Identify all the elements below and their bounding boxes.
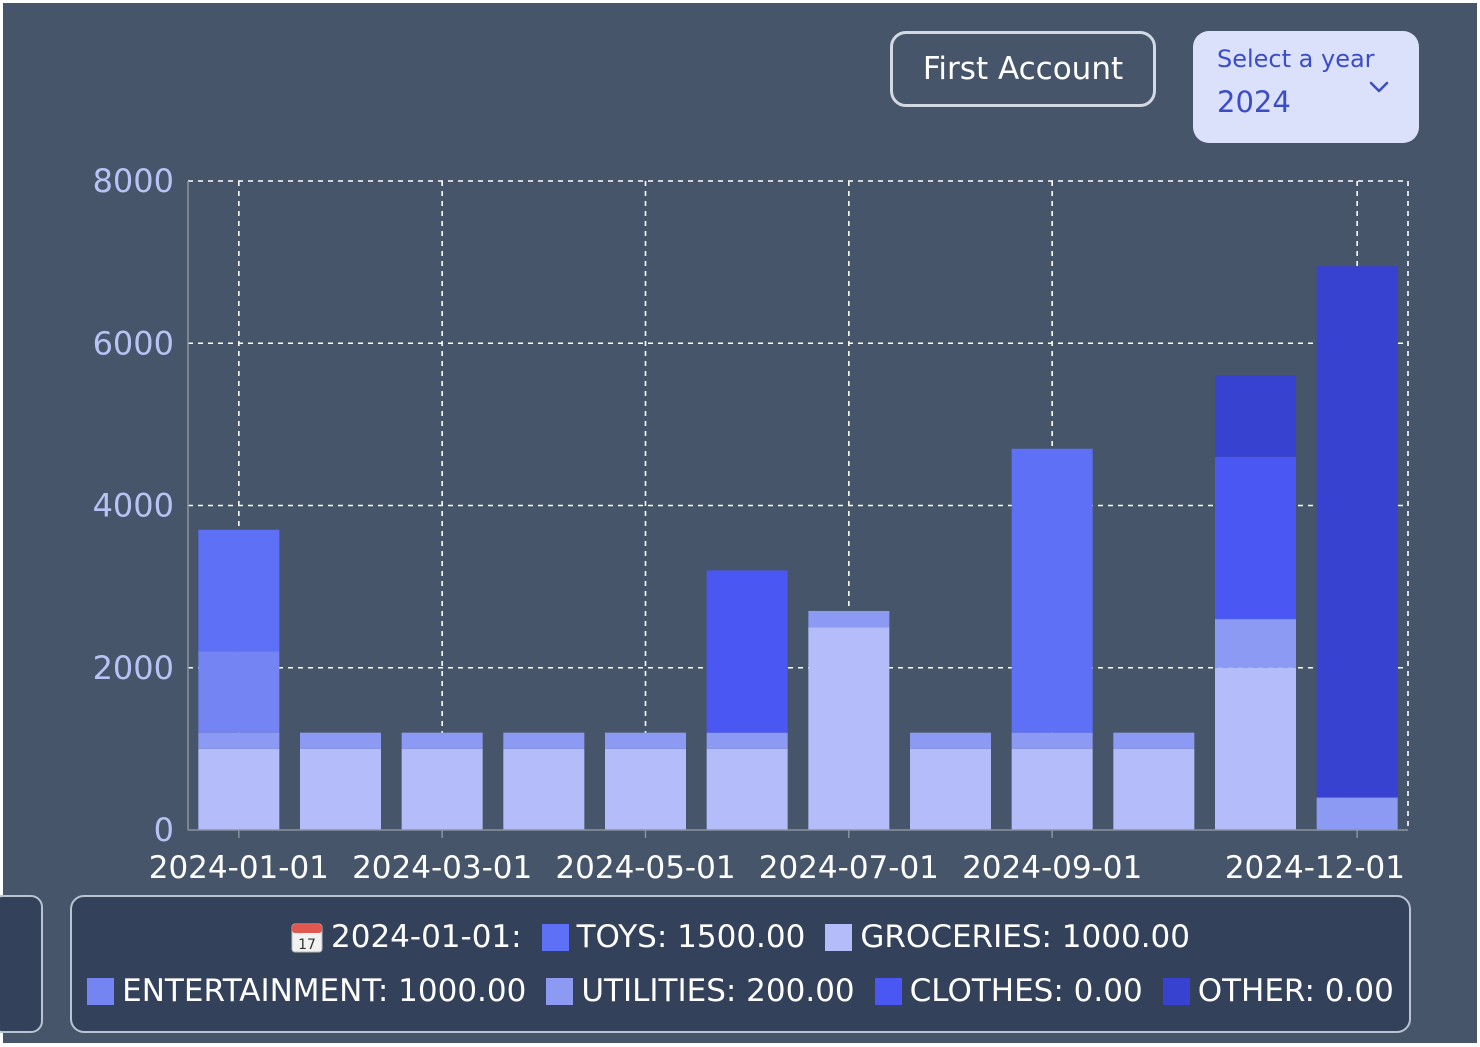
x-tick-label: 2024-03-01 [352,850,532,886]
y-tick-label: 4000 [93,487,174,525]
tooltip-item-toys: TOYS: 1500.00 [541,919,806,955]
dashboard-panel: 0 2000 4000 6000 8000 2024-01-01 2024-03-01 202… [0,3,1477,1043]
bar-clothes-2024-11-01 [1215,456,1296,620]
bar-groceries-2024-10-01 [1113,748,1195,830]
bar-groceries-2024-03-01 [401,748,483,830]
tooltip-date-label: 2024-01-01: [331,919,522,955]
bar-utilities-2024-09-01 [1011,732,1093,749]
x-tick-label: 2024-12-01 [1225,850,1405,886]
tooltip-item-other: OTHER: 0.00 [1162,973,1394,1009]
bar-utilities-2024-02-01 [300,732,381,749]
tooltip-row-2: ENTERTAINMENT: 1000.00 UTILITIES: 200.00… [72,973,1409,1009]
swatch-clothes [874,977,902,1005]
swatch-other [1162,977,1190,1005]
bar-utilities-2024-10-01 [1113,732,1195,749]
tooltip-item-label: OTHER: 0.00 [1197,973,1394,1009]
bar-other-2024-11-01 [1215,375,1296,457]
bar-groceries-2024-02-01 [300,748,381,830]
stacked-bar-chart: 0 2000 4000 6000 8000 2024-01-01 2024-03-01 202… [93,162,1409,886]
bar-clothes-2024-06-01 [706,570,788,733]
bar-utilities-2024-05-01 [605,732,686,749]
y-tick-label: 6000 [93,324,174,362]
tooltip-item-label: TOYS: 1500.00 [576,919,806,955]
bar-toys-2024-01-01 [198,529,280,652]
x-tick-label: 2024-01-01 [149,850,329,886]
bar-utilities-2024-08-01 [910,732,991,749]
bar-groceries-2024-01-01 [198,748,280,830]
x-tick-label: 2024-09-01 [962,850,1142,886]
tooltip-item-utilities: UTILITIES: 200.00 [546,973,855,1009]
bar-toys-2024-09-01 [1011,448,1093,733]
bar-entertainment-2024-01-01 [198,651,280,733]
bar-groceries-2024-07-01 [808,627,890,830]
bar-utilities-2024-07-01 [808,610,890,628]
bar-groceries-2024-08-01 [910,748,991,830]
chart-tooltip: 17 2024-01-01: TOYS: 1500.00 GROCERIES: … [70,895,1411,1033]
tooltip-item-groceries: GROCERIES: 1000.00 [825,919,1190,955]
tooltip-date: 17 2024-01-01: [291,919,522,955]
bar-groceries-2024-04-01 [503,748,585,830]
year-select-value: 2024 [1217,85,1291,119]
swatch-utilities [546,977,574,1005]
svg-text:17: 17 [298,937,316,953]
tooltip-item-label: CLOTHES: 0.00 [909,973,1143,1009]
tooltip-item-label: UTILITIES: 200.00 [581,973,855,1009]
bar-groceries-2024-06-01 [706,748,788,830]
tooltip-item-entertainment: ENTERTAINMENT: 1000.00 [87,973,526,1009]
calendar-icon: 17 [291,923,323,953]
bar-groceries-2024-05-01 [605,748,686,830]
year-select[interactable]: Select a year 2024 [1193,31,1419,143]
bar-utilities-2024-04-01 [503,732,585,749]
bar-utilities-2024-06-01 [706,732,788,749]
year-select-label: Select a year [1217,45,1375,73]
bar-utilities-2024-12-01 [1316,797,1398,830]
tooltip-item-clothes: CLOTHES: 0.00 [874,973,1143,1009]
bar-utilities-2024-11-01 [1215,619,1296,668]
x-tick-label: 2024-05-01 [555,850,735,886]
account-button[interactable]: First Account [890,31,1156,107]
tooltip-item-label: GROCERIES: 1000.00 [860,919,1190,955]
chevron-down-icon [1369,81,1389,93]
y-tick-label: 0 [154,811,174,849]
tooltip-row-1: 17 2024-01-01: TOYS: 1500.00 GROCERIES: … [72,919,1409,955]
bar-groceries-2024-09-01 [1011,748,1093,830]
x-tick-label: 2024-07-01 [759,850,939,886]
swatch-groceries [825,923,853,951]
tooltip-item-label: ENTERTAINMENT: 1000.00 [122,973,527,1009]
y-tick-label: 8000 [93,162,174,200]
bar-utilities-2024-01-01 [198,732,280,749]
swatch-entertainment [87,977,115,1005]
y-tick-label: 2000 [93,649,174,687]
bar-utilities-2024-03-01 [401,732,483,749]
side-panel-edge [0,895,43,1033]
account-button-label: First Account [922,51,1124,87]
bar-groceries-2024-11-01 [1215,667,1296,830]
bar-other-2024-12-01 [1316,266,1398,798]
swatch-toys [541,923,569,951]
